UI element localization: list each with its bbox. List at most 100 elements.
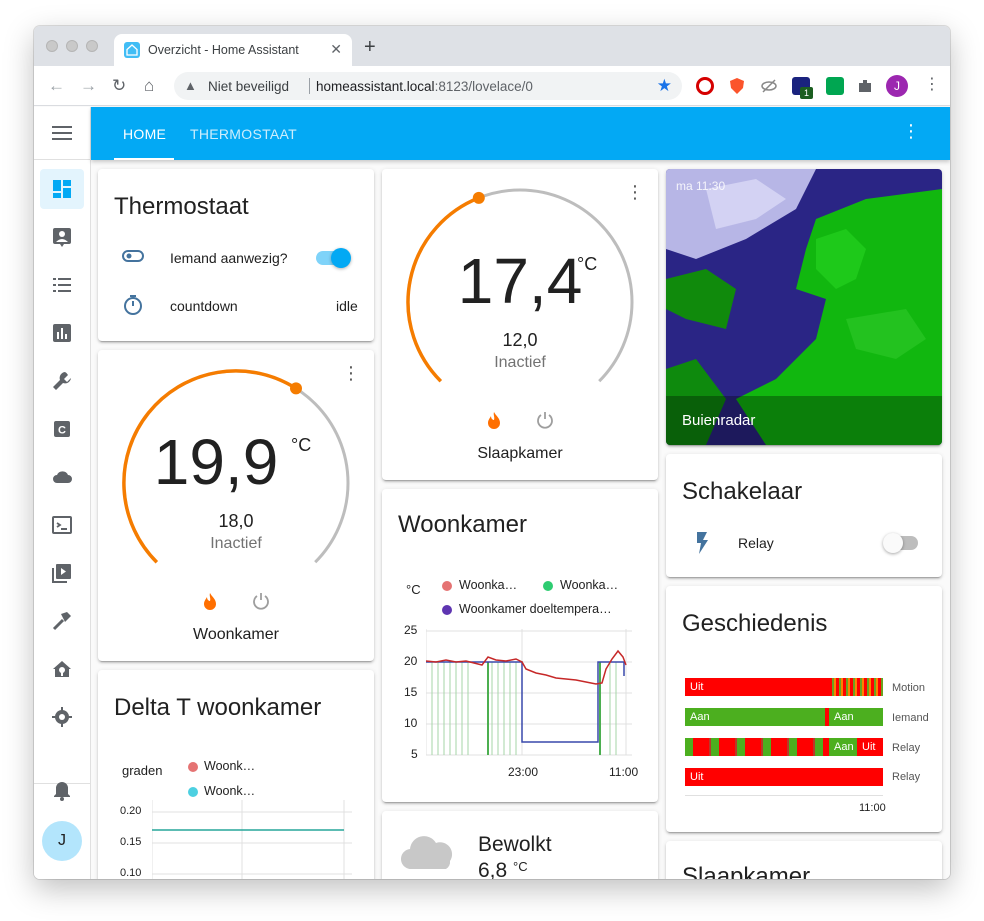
timeline-row-label: Iemand [892,712,929,724]
extension-badge: 1 [800,87,813,99]
tab-title: Overzicht - Home Assistant [148,43,299,57]
back-icon[interactable]: ← [48,76,65,95]
hvac-state: Inactief [494,354,546,371]
y-tick: 20 [404,654,418,668]
user-avatar[interactable]: J [42,821,82,861]
presence-toggle[interactable] [316,248,351,268]
timer-icon [124,295,142,315]
target-temperature[interactable]: 12,0 [502,330,538,350]
hamburger-icon[interactable] [52,125,72,141]
relay-toggle[interactable] [883,533,918,553]
tab-thermostaat[interactable]: THERMOSTAAT [190,126,298,142]
eye-off-extension-icon[interactable] [760,77,778,95]
thermostat-dial[interactable] [116,368,356,578]
sidebar-item-terminal[interactable] [40,505,84,545]
target-temperature[interactable]: 18,0 [218,511,254,531]
thermostaat-entities-card: Thermostaat Iemand aanwezig? countdown i… [98,169,374,341]
green-extension-icon[interactable] [826,77,844,95]
legend-swatch [188,762,198,772]
fire-icon[interactable] [486,411,502,431]
new-tab-button[interactable]: + [364,36,376,58]
tab-strip: Overzicht - Home Assistant ✕ + [34,26,950,66]
maximize-window-button[interactable] [86,40,98,52]
timeline-segment[interactable]: Uit [685,768,883,786]
flash-icon [697,532,708,554]
address-bar[interactable]: ▲ Niet beveiligd homeassistant.local:812… [174,72,682,100]
more-options-icon[interactable]: ⋮ [342,363,360,383]
y-axis-unit: °C [406,582,421,597]
sidebar-item-map[interactable] [40,217,84,257]
x-tick: 23:00 [508,765,539,779]
home-icon[interactable]: ⌂ [144,76,155,95]
reload-icon[interactable]: ↻ [112,76,127,95]
slaapkamer-thermostat-card: ⋮ 17,4 °C 12,0 Inactief Slaapkamer [382,169,658,480]
sidebar-item-media[interactable] [40,553,84,593]
settings-icon [52,707,72,727]
forward-icon[interactable]: → [80,76,97,95]
sidebar-item-overview[interactable] [40,169,84,209]
more-options-icon[interactable]: ⋮ [626,182,644,202]
sidebar-item-history[interactable] [40,313,84,353]
sidebar-item-tools[interactable] [40,361,84,401]
sidebar-item-developer[interactable] [40,601,84,641]
legend-entry[interactable]: Woonka… [560,578,619,592]
toggle-knob [883,533,903,553]
browser-tab[interactable]: Overzicht - Home Assistant ✕ [114,34,352,66]
timeline-segment[interactable]: Aan [685,708,825,726]
countdown-label: countdown [170,298,238,314]
weather-card[interactable]: Bewolkt 6,8 °C [382,811,658,879]
radar-map-image [666,169,942,445]
url-text[interactable]: homeassistant.local:8123/lovelace/0 [316,79,533,94]
buienradar-card[interactable]: ma 11:30 Buienradar [666,169,942,445]
tab-home[interactable]: HOME [123,126,167,142]
toggle-knob [331,248,351,268]
legend-swatch [442,581,452,591]
shield-extension-icon[interactable] [728,77,746,95]
timeline-segment-mixed[interactable] [685,738,829,756]
fire-icon[interactable] [202,592,218,612]
legend-entry[interactable]: Woonka… [459,578,518,592]
bookmark-star-icon[interactable]: ★ [656,76,672,95]
header-menu-icon[interactable]: ⋮ [902,121,920,141]
timeline-segment-mixed[interactable] [829,678,883,696]
record-extension-icon[interactable] [696,77,714,95]
power-icon[interactable] [252,592,270,610]
close-tab-icon[interactable]: ✕ [330,41,342,57]
menu-toggle[interactable] [34,107,91,160]
thermostat-name: Woonkamer [193,626,279,643]
power-icon[interactable] [536,411,554,429]
heating-series-thick [487,662,601,755]
home-assistant-app: C J [34,107,950,879]
timeline-segment[interactable]: Uit [857,738,883,756]
timeline-segment[interactable]: Aan [829,738,857,756]
timeline-segment[interactable]: Uit [685,678,829,696]
puzzle-extension-icon[interactable] [856,77,874,95]
security-label[interactable]: Niet beveiligd [208,79,290,94]
sidebar-item-notifications[interactable] [40,771,84,811]
warning-icon[interactable]: ▲ [184,78,197,93]
minimize-window-button[interactable] [66,40,78,52]
legend-entry[interactable]: Woonk… [204,759,256,773]
close-window-button[interactable] [46,40,58,52]
play-box-icon [52,564,71,583]
legend-entry[interactable]: Woonkamer doeltempera… [459,602,612,616]
current-temperature: 17,4 [457,245,583,317]
sidebar-item-logbook[interactable] [40,265,84,305]
profile-avatar[interactable]: J [886,75,908,97]
timeline-segment[interactable] [825,708,829,726]
card-title: Thermostaat [114,193,249,220]
presence-label: Iemand aanwezig? [170,250,288,266]
bitwarden-extension-icon[interactable]: 1 [792,77,813,99]
thermostat-dial[interactable] [400,187,640,397]
timeline-axis [685,795,883,796]
url-host: homeassistant.local [316,79,435,94]
legend-entry[interactable]: Woonk… [204,784,256,798]
sidebar-item-settings[interactable] [40,697,84,737]
browser-menu-icon[interactable]: ⋮ [924,76,940,93]
y-tick: 10 [404,716,418,730]
sidebar-item-hacs[interactable] [40,649,84,689]
sidebar-item-code[interactable]: C [40,409,84,449]
timeline-segment[interactable]: Aan [829,708,883,726]
sidebar-item-cloud[interactable] [40,457,84,497]
wrench-icon [53,372,71,390]
